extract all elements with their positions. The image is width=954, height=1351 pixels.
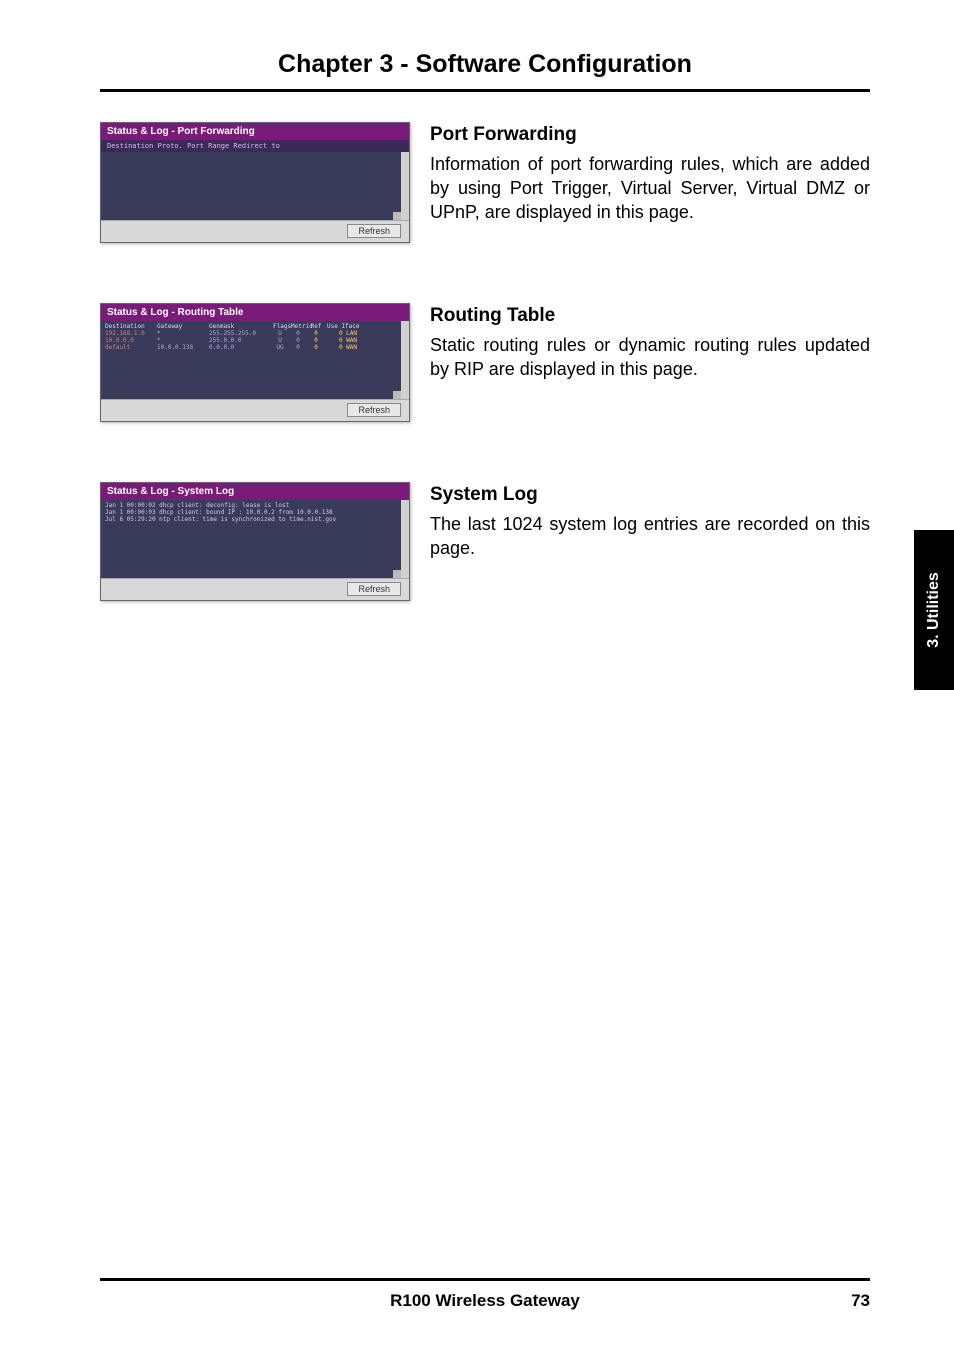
- log-row: Jan 1 00:00:03 dhcp client: bound IP : 1…: [105, 509, 397, 516]
- routing-row: 10.0.0.0 * 255.0.0.0 U 0 0 0 WAN: [105, 337, 397, 344]
- side-tab-label: 3. Utilities: [925, 572, 943, 648]
- screenshot-port-forwarding: Status & Log - Port Forwarding Destinati…: [100, 122, 410, 243]
- heading-routing-table: Routing Table: [430, 303, 870, 329]
- text-system-log: System Log The last 1024 system log entr…: [430, 482, 870, 560]
- screenshot-footer: Refresh: [101, 578, 409, 600]
- heading-system-log: System Log: [430, 482, 870, 508]
- refresh-button[interactable]: Refresh: [347, 224, 401, 238]
- col-ref-h: Ref: [309, 323, 323, 330]
- text-routing-table: Routing Table Static routing rules or dy…: [430, 303, 870, 381]
- col-dest-h: Destination: [105, 323, 153, 330]
- log-row: Jan 1 00:00:02 dhcp client: deconfig: le…: [105, 502, 397, 509]
- routing-row: default 10.0.0.138 0.0.0.0 UG 0 0 0 WAN: [105, 344, 397, 351]
- page-footer: R100 Wireless Gateway 73: [100, 1278, 870, 1311]
- screenshot-body: Destination Gateway Genmask Flags Metric…: [101, 321, 409, 399]
- section-routing-table: Status & Log - Routing Table Destination…: [100, 303, 870, 422]
- screenshot-title: Status & Log - Port Forwarding: [101, 123, 409, 140]
- section-port-forwarding: Status & Log - Port Forwarding Destinati…: [100, 122, 870, 243]
- chapter-title: Chapter 3 - Software Configuration: [100, 50, 870, 92]
- col-use-h: Use Iface: [327, 323, 357, 330]
- screenshot-title: Status & Log - System Log: [101, 483, 409, 500]
- refresh-button[interactable]: Refresh: [347, 403, 401, 417]
- screenshot-columns: Destination Proto. Port Range Redirect t…: [101, 140, 409, 152]
- body-port-forwarding: Information of port forwarding rules, wh…: [430, 152, 870, 225]
- body-system-log: The last 1024 system log entries are rec…: [430, 512, 870, 561]
- routing-header: Destination Gateway Genmask Flags Metric…: [105, 323, 397, 330]
- routing-rows: Destination Gateway Genmask Flags Metric…: [101, 321, 401, 353]
- routing-row: 192.168.1.0 * 255.255.255.0 U 0 0 0 LAN: [105, 330, 397, 337]
- screenshot-body: Jan 1 00:00:02 dhcp client: deconfig: le…: [101, 500, 409, 578]
- refresh-button[interactable]: Refresh: [347, 582, 401, 596]
- screenshot-body: [101, 152, 409, 220]
- col-flags-h: Flags: [273, 323, 287, 330]
- section-system-log: Status & Log - System Log Jan 1 00:00:02…: [100, 482, 870, 601]
- col-gw-h: Gateway: [157, 323, 205, 330]
- heading-port-forwarding: Port Forwarding: [430, 122, 870, 148]
- screenshot-footer: Refresh: [101, 399, 409, 421]
- text-port-forwarding: Port Forwarding Information of port forw…: [430, 122, 870, 225]
- log-row: Jul 6 05:29:20 ntp client: time is synch…: [105, 516, 397, 523]
- screenshot-title: Status & Log - Routing Table: [101, 304, 409, 321]
- col-metric-h: Metric: [291, 323, 305, 330]
- side-tab: 3. Utilities: [914, 530, 954, 690]
- log-rows: Jan 1 00:00:02 dhcp client: deconfig: le…: [101, 500, 401, 525]
- body-routing-table: Static routing rules or dynamic routing …: [430, 333, 870, 382]
- screenshot-footer: Refresh: [101, 220, 409, 242]
- screenshot-routing-table: Status & Log - Routing Table Destination…: [100, 303, 410, 422]
- col-mask-h: Genmask: [209, 323, 269, 330]
- screenshot-system-log: Status & Log - System Log Jan 1 00:00:02…: [100, 482, 410, 601]
- footer-product: R100 Wireless Gateway: [100, 1291, 870, 1311]
